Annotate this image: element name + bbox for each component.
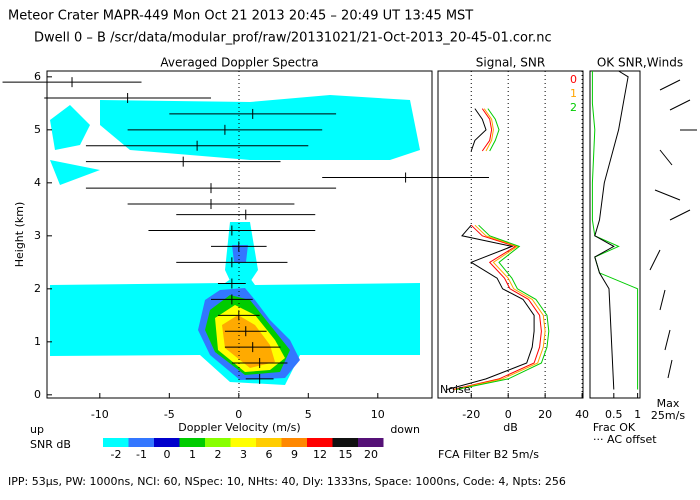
y-axis-label: Height (km)	[13, 202, 26, 268]
series-line	[454, 108, 546, 390]
max-value-label: 25m/s	[651, 409, 685, 422]
colorbar-swatch	[179, 438, 205, 447]
max-label: Max	[657, 397, 680, 410]
series-line	[456, 108, 550, 390]
right-label: down	[390, 423, 420, 436]
colorbar-swatch	[128, 438, 154, 447]
y-tick-label: 0	[34, 388, 41, 401]
colorbar-swatch	[154, 438, 180, 447]
y-tick-label: 4	[34, 176, 41, 189]
colorbar-tick-label: 1	[189, 448, 196, 461]
y-tick-label: 3	[34, 229, 41, 242]
left-label: up	[30, 423, 44, 436]
panel-title: Averaged Doppler Spectra	[160, 56, 318, 70]
panel-title: Signal, SNR	[476, 56, 545, 70]
x-tick-label: 0	[505, 408, 512, 421]
colorbar-tick-label: 15	[339, 448, 353, 461]
colorbar-tick-label: 2	[215, 448, 222, 461]
colorbar-swatch	[332, 438, 358, 447]
x-tick-label: 1	[634, 408, 641, 421]
x-tick-label: -5	[164, 408, 175, 421]
colorbar-swatch	[307, 438, 333, 447]
legend-entry: 0	[570, 73, 577, 86]
plot-frame	[437, 70, 584, 399]
colorbar-tick-label: 9	[291, 448, 298, 461]
x-tick-label: 20	[538, 408, 552, 421]
colorbar-tick-label: 3	[240, 448, 247, 461]
colorbar-swatch	[205, 438, 231, 447]
series-line	[594, 70, 629, 390]
colorbar-tick-label: 12	[313, 448, 327, 461]
y-tick-label: 2	[34, 282, 41, 295]
y-tick-label: 6	[34, 70, 41, 83]
colorbar-tick-label: -1	[136, 448, 147, 461]
annotation: ··· AC offset	[593, 433, 657, 446]
y-tick-label: 1	[34, 335, 41, 348]
x-tick-label: 40	[575, 408, 589, 421]
colorbar-swatch	[358, 438, 384, 447]
x-axis-label: Frac OK	[593, 421, 636, 434]
filter-label: FCA Filter B2 5m/s	[438, 448, 539, 461]
colorbar-label: SNR dB	[30, 438, 71, 451]
header-title: Meteor Crater MAPR-449 Mon Oct 21 2013 2…	[8, 9, 473, 24]
colorbar-tick-label: 20	[364, 448, 378, 461]
series-line	[447, 108, 535, 390]
x-tick-label: 10	[371, 408, 385, 421]
plot-frame	[46, 70, 433, 399]
header-subtitle: Dwell 0 – B /scr/data/modular_prof/raw/2…	[34, 31, 552, 46]
annotation: Noise	[440, 383, 471, 396]
y-tick-label: 5	[34, 123, 41, 136]
colorbar-tick-label: -2	[111, 448, 122, 461]
legend-entry: 2	[570, 101, 577, 114]
colorbar-tick-label: 0	[164, 448, 171, 461]
x-axis-label: dB	[503, 421, 518, 434]
x-tick-label: -20	[462, 408, 480, 421]
x-axis-label: Doppler Velocity (m/s)	[178, 421, 300, 434]
footer: IPP: 53μs, PW: 1000ns, NCI: 60, NSpec: 1…	[8, 475, 566, 488]
colorbar-swatch	[230, 438, 256, 447]
wind-barbs	[649, 79, 697, 379]
x-tick-label: 0.5	[605, 408, 623, 421]
x-tick-label: 5	[305, 408, 312, 421]
x-tick-label: -10	[91, 408, 109, 421]
colorbar-swatch	[103, 438, 129, 447]
spectra-contours	[50, 95, 420, 385]
x-tick-label: 0	[235, 408, 242, 421]
legend-entry: 1	[570, 87, 577, 100]
plot-frame	[589, 70, 641, 399]
panel-title: OK SNR,Winds	[597, 56, 683, 70]
series-line	[591, 71, 639, 390]
colorbar-tick-label: 6	[266, 448, 273, 461]
colorbar-swatch	[281, 438, 307, 447]
series-line	[452, 108, 542, 390]
colorbar-swatch	[256, 438, 282, 447]
